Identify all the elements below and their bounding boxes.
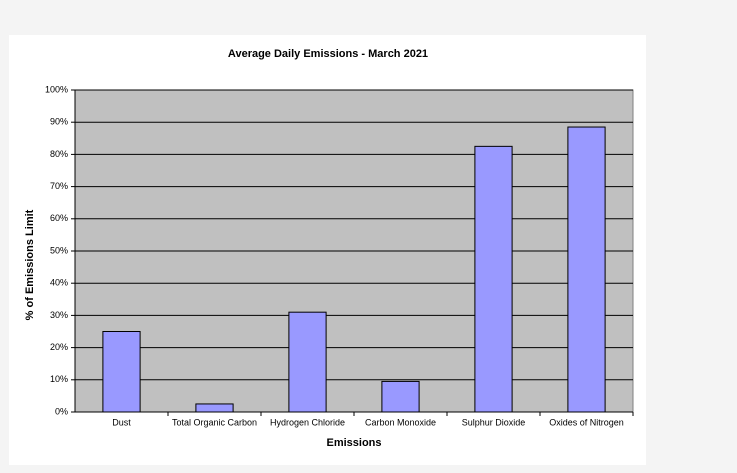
bar: [195, 403, 234, 413]
y-tick-label: 90%: [50, 117, 68, 127]
bar: [567, 126, 606, 413]
y-tick-label: 70%: [50, 181, 68, 191]
bar: [381, 380, 420, 413]
bar: [102, 331, 141, 413]
y-tick-label: 100%: [45, 84, 68, 94]
x-tick-label: Total Organic Carbon: [172, 417, 257, 427]
bar: [288, 311, 327, 413]
x-tick-label: Sulphur Dioxide: [462, 417, 526, 427]
x-axis-title: Emissions: [326, 437, 381, 449]
y-tick-label: 60%: [50, 213, 68, 223]
chart-title: Average Daily Emissions - March 2021: [228, 48, 428, 60]
y-tick-label: 10%: [50, 374, 68, 384]
x-tick-label: Dust: [112, 417, 131, 427]
y-tick-label: 40%: [50, 278, 68, 288]
x-tick-label: Oxides of Nitrogen: [549, 417, 624, 427]
bar: [474, 145, 513, 413]
y-axis-title: % of Emissions Limit: [24, 209, 36, 320]
x-tick-label: Hydrogen Chloride: [270, 417, 345, 427]
y-tick-label: 80%: [50, 149, 68, 159]
y-tick-label: 20%: [50, 342, 68, 352]
x-tick-label: Carbon Monoxide: [365, 417, 436, 427]
y-tick-label: 50%: [50, 245, 68, 255]
y-tick-label: 30%: [50, 310, 68, 320]
y-tick-label: 0%: [55, 406, 68, 416]
